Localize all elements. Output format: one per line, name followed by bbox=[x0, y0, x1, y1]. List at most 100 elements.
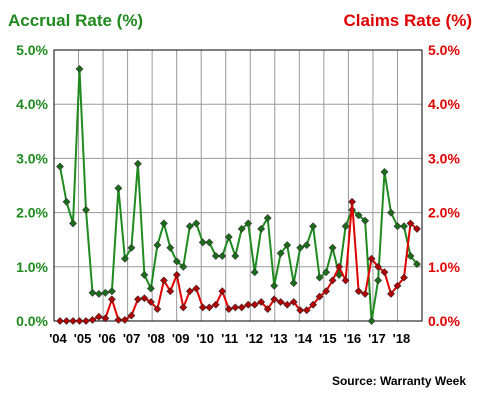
claims-point bbox=[172, 270, 181, 279]
x-tick-label: '14 bbox=[295, 331, 313, 346]
right-tick-label: 3.0% bbox=[428, 150, 460, 166]
accrual-point bbox=[393, 222, 402, 231]
claims-point bbox=[205, 303, 214, 312]
accrual-point bbox=[354, 211, 363, 220]
x-tick-label: '16 bbox=[344, 331, 362, 346]
claims-point bbox=[140, 294, 149, 303]
claims-point bbox=[289, 298, 298, 306]
claims-point bbox=[192, 284, 201, 293]
claims-point bbox=[354, 287, 363, 296]
plot-border bbox=[53, 49, 423, 322]
accrual-point bbox=[140, 270, 149, 279]
accrual-point bbox=[218, 252, 227, 260]
right-tick-label: 5.0% bbox=[428, 42, 460, 58]
x-tick-label: '12 bbox=[245, 331, 263, 346]
claims-point bbox=[341, 276, 350, 285]
claims-point bbox=[302, 306, 311, 315]
x-tick-label: '18 bbox=[393, 331, 411, 346]
accrual-point bbox=[127, 243, 136, 252]
claims-point bbox=[127, 311, 136, 320]
accrual-point bbox=[361, 216, 370, 225]
left-tick-label: 4.0% bbox=[16, 96, 48, 112]
claims-point bbox=[179, 303, 188, 312]
claims-point bbox=[393, 281, 402, 290]
x-tick-label: '04 bbox=[49, 331, 67, 346]
accrual-point bbox=[120, 254, 129, 263]
accrual-point bbox=[400, 222, 408, 231]
claims-point bbox=[114, 315, 123, 324]
accrual-point bbox=[302, 241, 311, 250]
claims-point bbox=[237, 303, 246, 312]
x-tick-label: '08 bbox=[147, 331, 165, 346]
claims-series bbox=[56, 197, 421, 325]
claims-point bbox=[361, 289, 370, 298]
accrual-series bbox=[56, 65, 421, 325]
x-tick-label: '10 bbox=[196, 331, 214, 346]
x-tick-label: '09 bbox=[172, 331, 190, 346]
accrual-point bbox=[406, 252, 415, 260]
accrual-point bbox=[88, 288, 97, 297]
claims-point bbox=[270, 295, 279, 304]
x-tick-label: '13 bbox=[270, 331, 288, 346]
accrual-point bbox=[94, 289, 103, 298]
x-axis-ticks: '04 '05 '06 '07 '08 '09 '10 '11 '12 '13 '14 '15 '16 '… bbox=[49, 331, 410, 346]
source-note: Source: Warranty Week bbox=[332, 374, 466, 388]
claims-point bbox=[367, 254, 376, 263]
accrual-point bbox=[166, 243, 175, 252]
accrual-point bbox=[107, 287, 116, 296]
accrual-point bbox=[211, 252, 220, 260]
claims-point bbox=[120, 315, 129, 324]
claims-point bbox=[257, 298, 266, 306]
accrual-point bbox=[153, 241, 162, 250]
x-tick-label: '11 bbox=[221, 331, 238, 346]
right-tick-label: 4.0% bbox=[428, 96, 460, 112]
claims-point bbox=[276, 298, 285, 306]
right-tick-label: 0.0% bbox=[428, 313, 460, 329]
accrual-point bbox=[133, 159, 142, 168]
left-tick-label: 0.0% bbox=[16, 313, 48, 329]
claims-point bbox=[244, 300, 253, 309]
accrual-point bbox=[69, 219, 77, 228]
accrual-point bbox=[101, 288, 110, 297]
accrual-point bbox=[56, 162, 64, 171]
claims-point bbox=[153, 305, 162, 314]
claims-point bbox=[198, 303, 207, 312]
claims-point bbox=[88, 315, 97, 324]
claims-point bbox=[283, 300, 292, 309]
accrual-point bbox=[198, 238, 207, 247]
claims-point bbox=[133, 295, 142, 304]
claims-point bbox=[69, 317, 77, 325]
claims-point bbox=[101, 314, 110, 323]
left-tick-label: 3.0% bbox=[16, 150, 48, 166]
claims-point bbox=[413, 224, 421, 233]
claims-point bbox=[82, 317, 90, 325]
claims-point bbox=[211, 300, 220, 309]
claims-point bbox=[315, 292, 324, 301]
claims-point bbox=[185, 287, 194, 296]
accrual-point bbox=[257, 224, 266, 233]
accrual-point bbox=[283, 241, 292, 250]
accrual-point bbox=[231, 252, 240, 260]
x-tick-label: '05 bbox=[74, 331, 92, 346]
accrual-point bbox=[224, 233, 233, 241]
left-axis-title: Accrual Rate (%) bbox=[8, 11, 143, 30]
accrual-point bbox=[75, 65, 84, 73]
accrual-point bbox=[387, 208, 395, 217]
claims-point bbox=[218, 287, 227, 296]
right-axis-ticks: 0.0% 1.0% 2.0% 3.0% 4.0% 5.0% bbox=[428, 42, 460, 329]
claims-point bbox=[94, 312, 103, 321]
series-layer bbox=[56, 65, 421, 325]
left-tick-label: 5.0% bbox=[16, 42, 48, 58]
x-tick-label: '07 bbox=[123, 331, 141, 346]
accrual-point bbox=[237, 224, 246, 233]
claims-point bbox=[159, 276, 168, 285]
accrual-point bbox=[413, 260, 421, 269]
x-tick-label: '06 bbox=[98, 331, 116, 346]
accrual-point bbox=[250, 268, 259, 277]
accrual-point bbox=[205, 238, 214, 247]
claims-point bbox=[250, 300, 259, 309]
claims-point bbox=[224, 305, 233, 314]
right-tick-label: 2.0% bbox=[428, 205, 460, 221]
claims-point bbox=[75, 317, 84, 325]
